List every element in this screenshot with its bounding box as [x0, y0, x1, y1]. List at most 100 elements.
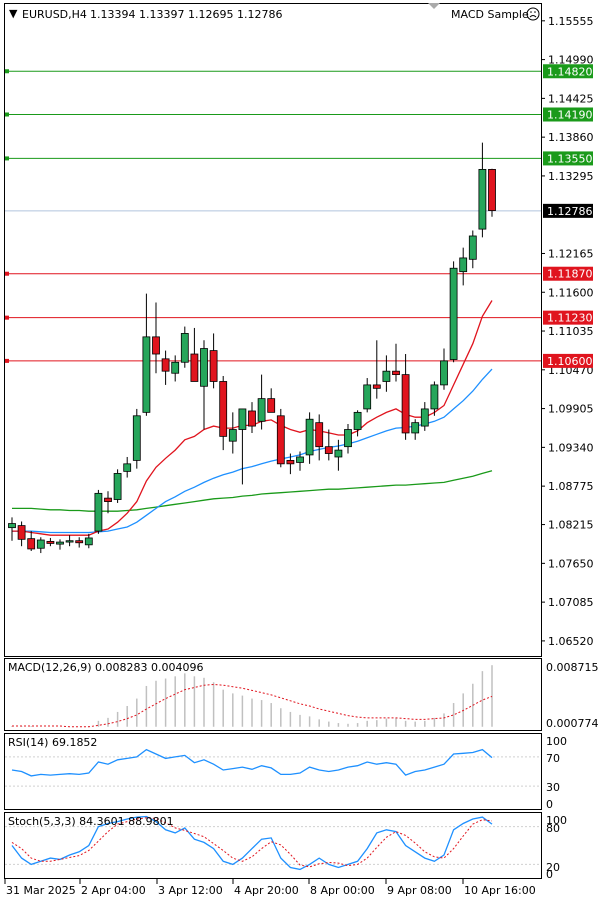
candle-body-bull [430, 384, 439, 410]
candle[interactable] [372, 340, 381, 399]
candle-body-bull [440, 360, 448, 386]
candle[interactable] [334, 439, 343, 471]
candle[interactable] [411, 419, 420, 440]
candle[interactable] [152, 302, 160, 374]
candle[interactable] [123, 456, 132, 478]
rsi-axis-100: 100 [546, 735, 567, 748]
candle[interactable] [488, 168, 496, 217]
candle[interactable] [238, 408, 247, 485]
price-tag-red [543, 353, 593, 368]
expert-name: MACD Sample [451, 8, 529, 21]
candle-body-bull [344, 429, 352, 448]
candle-body-bear [46, 540, 55, 544]
candle-body-bull [228, 429, 237, 442]
candle[interactable] [440, 348, 448, 390]
candle-body-bull [420, 408, 429, 427]
candle[interactable] [219, 375, 228, 451]
main-pane-layer [5, 69, 541, 554]
candle[interactable] [200, 340, 208, 430]
candle[interactable] [286, 453, 295, 475]
candle[interactable] [276, 408, 285, 468]
candle[interactable] [459, 247, 468, 286]
candle[interactable] [430, 381, 439, 416]
candle[interactable] [142, 293, 151, 416]
price-tag-green-text: 1.14820 [547, 65, 593, 78]
price-tag-red [543, 310, 593, 325]
time-axis: 31 Mar 2025 2 Apr 04:00 3 Apr 12:00 4 Apr 2… [4, 879, 536, 897]
level-handle-green[interactable] [5, 156, 9, 161]
candle[interactable] [478, 142, 487, 238]
main-pane[interactable] [4, 3, 542, 657]
candle[interactable] [17, 521, 26, 547]
rsi-label: RSI(14) 69.1852 [8, 736, 97, 749]
level-handle-red[interactable] [5, 358, 9, 363]
candle[interactable] [190, 327, 199, 382]
candle[interactable] [36, 537, 45, 554]
price-tick-label: 1.06520 [548, 635, 594, 648]
candle[interactable] [267, 388, 276, 413]
candle-body-bear [161, 358, 170, 372]
time-tick-label: 3 Apr 12:00 [158, 884, 223, 897]
candle[interactable] [209, 333, 218, 389]
candle[interactable] [401, 354, 410, 440]
rsi-pane[interactable] [4, 733, 542, 810]
stoch-axis-80: 80 [546, 822, 560, 835]
candle[interactable] [296, 451, 304, 471]
candle-body-bear [315, 422, 324, 448]
time-tick-label: 4 Apr 20:00 [234, 884, 299, 897]
candle-body-bull [123, 463, 132, 472]
candle[interactable] [46, 537, 55, 547]
candle[interactable] [315, 414, 324, 461]
candle[interactable] [84, 533, 93, 549]
candle[interactable] [113, 469, 122, 503]
candle[interactable] [75, 537, 84, 548]
candle[interactable] [324, 429, 333, 461]
candle[interactable] [353, 410, 362, 437]
level-handle-green[interactable] [5, 69, 9, 74]
dropdown-arrow-icon[interactable]: ▼ [9, 7, 18, 20]
candle[interactable] [392, 343, 400, 382]
candle[interactable] [65, 535, 74, 547]
level-handle-red[interactable] [5, 315, 9, 320]
candle[interactable] [363, 378, 372, 413]
price-tick-label: 1.08215 [548, 519, 594, 532]
candle[interactable] [449, 261, 458, 363]
candle[interactable] [468, 230, 477, 269]
candle-body-bull [142, 336, 151, 413]
price-tag-green [543, 107, 593, 122]
candle[interactable] [8, 517, 16, 541]
candle[interactable] [248, 402, 256, 433]
candle[interactable] [420, 402, 429, 431]
candle[interactable] [228, 412, 237, 454]
candle[interactable] [94, 489, 103, 534]
macd-pane[interactable] [4, 658, 542, 731]
level-handle-green[interactable] [5, 112, 9, 117]
candle[interactable] [56, 539, 64, 550]
candle-body-bull [478, 169, 487, 230]
candle[interactable] [161, 350, 170, 385]
candle[interactable] [305, 412, 314, 464]
level-handle-red[interactable] [5, 271, 9, 276]
candle[interactable] [382, 355, 391, 392]
candle-body-bull [382, 370, 391, 382]
candle[interactable] [257, 374, 266, 430]
ma-slow-line [12, 470, 493, 512]
frown-face-icon[interactable] [526, 7, 540, 21]
candle[interactable] [132, 408, 141, 469]
price-tick-label: 1.09340 [548, 441, 594, 454]
candle[interactable] [104, 491, 112, 514]
price-tag-green [543, 64, 593, 79]
candle[interactable] [180, 326, 189, 368]
candle-body-bear [104, 497, 112, 502]
candle-body-bull [36, 539, 45, 549]
candle-body-bear [209, 350, 218, 382]
candle-body-bear [276, 415, 285, 465]
price-tick-label: 1.11600 [548, 286, 594, 299]
candle[interactable] [171, 355, 180, 382]
candle-body-bear [152, 336, 160, 355]
time-tick-label: 8 Apr 00:00 [310, 884, 375, 897]
scroll-marker-icon[interactable] [428, 3, 440, 9]
candle[interactable] [344, 424, 352, 454]
candle[interactable] [27, 531, 36, 551]
